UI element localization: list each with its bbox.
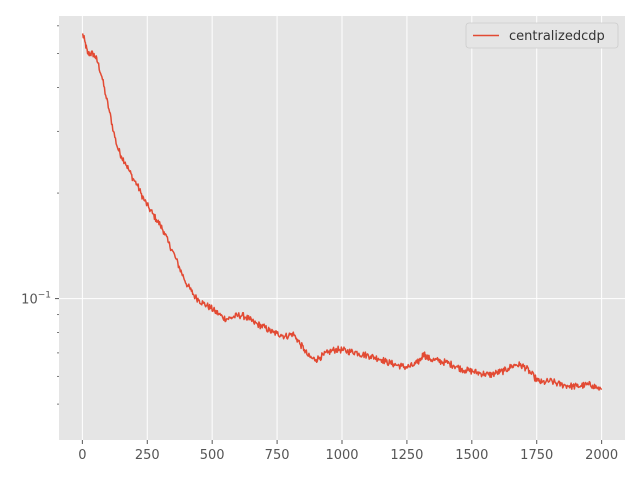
x-tick-label: 500 xyxy=(200,448,225,463)
x-tick-label: 1500 xyxy=(455,448,488,463)
y-tick-label-exponent: −1 xyxy=(38,291,51,301)
x-tick-label: 2000 xyxy=(585,448,618,463)
x-tick-label: 250 xyxy=(135,448,160,463)
series-line-centralizedcdp xyxy=(81,33,603,391)
series-group xyxy=(81,33,603,391)
legend-label: centralizedcdp xyxy=(509,29,605,44)
axis-tick-labels: 0 250 500 750 1000 1250 1500 1750 2000 10−1 xyxy=(21,291,618,463)
y-tick-label-base: 10 xyxy=(21,293,38,308)
axis-ticks xyxy=(55,25,603,444)
x-tick-label: 750 xyxy=(265,448,290,463)
x-tick-label: 1000 xyxy=(325,448,358,463)
x-tick-label: 0 xyxy=(78,448,86,463)
legend: centralizedcdp xyxy=(465,22,619,49)
y-tick-label: 10−1 xyxy=(21,291,51,308)
legend-box xyxy=(465,22,619,49)
x-tick-label: 1250 xyxy=(390,448,423,463)
x-tick-label: 1750 xyxy=(520,448,553,463)
